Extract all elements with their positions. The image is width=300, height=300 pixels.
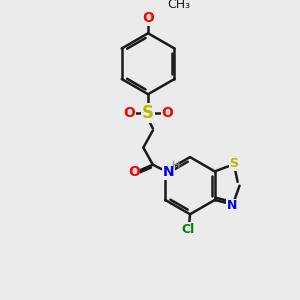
Text: S: S: [229, 157, 238, 170]
Text: O: O: [128, 165, 140, 179]
Text: S: S: [142, 104, 154, 122]
Text: O: O: [123, 106, 135, 120]
Text: N: N: [162, 165, 174, 179]
Text: CH₃: CH₃: [167, 0, 190, 11]
Text: O: O: [161, 106, 173, 120]
Text: O: O: [142, 11, 154, 25]
Text: H: H: [172, 161, 180, 171]
Text: N: N: [227, 199, 237, 212]
Text: Cl: Cl: [182, 223, 195, 236]
